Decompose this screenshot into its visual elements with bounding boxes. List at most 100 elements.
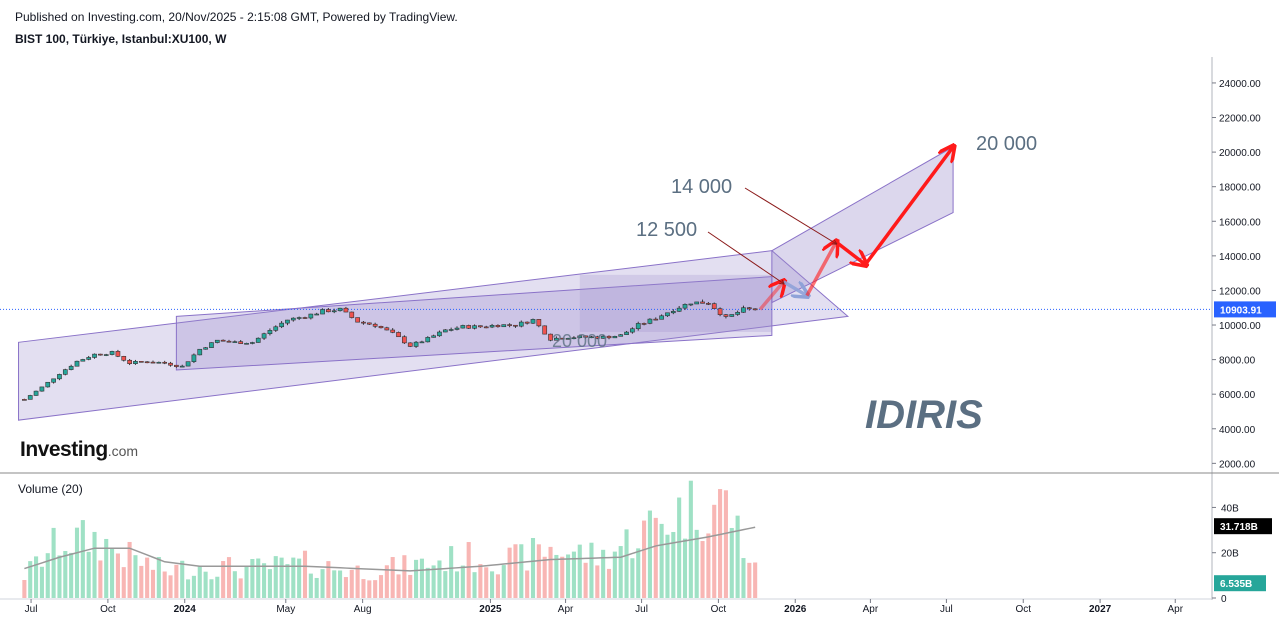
- volume-bar: [729, 527, 734, 598]
- candle-body: [203, 347, 208, 350]
- candle-body: [571, 337, 577, 340]
- time-tick-label: 2025: [479, 604, 502, 615]
- volume-bar: [180, 560, 185, 598]
- volume-bar: [408, 574, 413, 598]
- volume-bar: [460, 565, 465, 598]
- price-tick-label: 2000.00: [1219, 459, 1256, 470]
- candle-body: [62, 369, 68, 375]
- volume-bar: [653, 517, 658, 598]
- candle-body: [472, 325, 477, 329]
- volume-bar: [478, 564, 483, 598]
- volume-bar: [215, 576, 220, 598]
- candle-body: [314, 313, 320, 316]
- time-tick-label: 2027: [1089, 604, 1112, 615]
- candle-body: [659, 315, 664, 320]
- candle-body: [384, 327, 390, 331]
- candle-body: [478, 325, 483, 328]
- volume-bar: [659, 523, 664, 598]
- volume-bar: [74, 527, 80, 598]
- candle-body: [460, 325, 466, 329]
- candle-body: [396, 332, 401, 338]
- symbol-title: BIST 100, Türkiye, Istanbul:XU100, W: [15, 32, 227, 46]
- volume-bar: [431, 565, 436, 598]
- candle-body: [349, 311, 355, 318]
- volume-bar: [647, 510, 652, 598]
- candle-body: [22, 399, 27, 401]
- candle-body: [68, 365, 74, 370]
- candle-body: [682, 304, 688, 309]
- volume-bar: [291, 557, 296, 598]
- candle-body: [600, 335, 606, 339]
- volume-label: Volume (20): [18, 482, 83, 496]
- volume-ma-badge: [1214, 518, 1272, 535]
- candle-body: [86, 357, 92, 360]
- volume-bar: [308, 573, 313, 598]
- time-tick-label: Jul: [940, 604, 953, 615]
- volume-bar: [583, 562, 588, 598]
- volume-bar: [22, 579, 27, 598]
- volume-bar: [554, 554, 559, 598]
- volume-bar: [314, 577, 319, 598]
- volume-bar: [723, 490, 728, 598]
- volume-bar: [454, 571, 460, 598]
- watermark-idiris: IDIRIS: [865, 393, 983, 437]
- candle-body: [372, 323, 378, 327]
- volume-bar: [612, 551, 617, 598]
- volume-bar: [285, 564, 290, 598]
- volume-bar: [139, 565, 144, 598]
- volume-bar: [747, 562, 752, 598]
- volume-bar: [624, 529, 629, 598]
- candle-body: [518, 321, 524, 327]
- candle-body: [554, 337, 559, 341]
- volume-bar: [606, 568, 612, 598]
- volume-bar: [712, 504, 717, 598]
- candle-body: [285, 319, 290, 324]
- volume-bar: [718, 489, 723, 598]
- candle-body: [98, 353, 103, 356]
- candle-body: [548, 333, 553, 341]
- candle-body: [162, 361, 168, 364]
- candle-body: [226, 340, 232, 343]
- volume-bar: [250, 559, 255, 598]
- candle-body: [407, 342, 413, 347]
- time-tick-label: Jul: [25, 604, 38, 615]
- price-tick-label: 24000.00: [1219, 79, 1261, 90]
- volume-bar: [115, 553, 120, 598]
- volume-bar: [437, 560, 442, 598]
- candle-body: [612, 336, 618, 339]
- volume-bar: [226, 557, 232, 598]
- candle-body: [653, 318, 659, 321]
- candle-body: [507, 324, 512, 326]
- price-tick-label: 6000.00: [1219, 390, 1256, 401]
- volume-bar: [273, 556, 278, 598]
- overlay-20000-label: 20 000: [552, 331, 607, 351]
- candle-body: [244, 342, 249, 345]
- volume-last-badge: [1214, 575, 1266, 592]
- candle-body: [185, 361, 191, 367]
- volume-bar: [507, 547, 512, 598]
- candle-body: [635, 323, 641, 330]
- price-tick-label: 8000.00: [1219, 356, 1256, 367]
- candle-body: [238, 341, 244, 344]
- volume-bar: [706, 533, 711, 598]
- candle-body: [355, 317, 360, 323]
- volume-tick-label: 40B: [1221, 503, 1239, 514]
- volume-bar: [110, 548, 115, 598]
- candle-body: [255, 337, 261, 343]
- candle-body: [179, 365, 185, 368]
- volume-bar: [267, 569, 272, 598]
- volume-bar: [150, 569, 156, 598]
- candle-body: [524, 321, 530, 324]
- volume-bar: [145, 557, 150, 598]
- candle-body: [156, 361, 162, 364]
- candle-body: [232, 341, 238, 343]
- candle-body: [337, 307, 343, 312]
- volume-last-value: 6.535B: [1220, 579, 1252, 590]
- volume-bar: [601, 549, 606, 598]
- volume-bar: [571, 551, 576, 598]
- volume-bar: [86, 551, 91, 598]
- candle-body: [676, 307, 682, 312]
- volume-bar: [343, 577, 348, 598]
- volume-bar: [425, 567, 430, 598]
